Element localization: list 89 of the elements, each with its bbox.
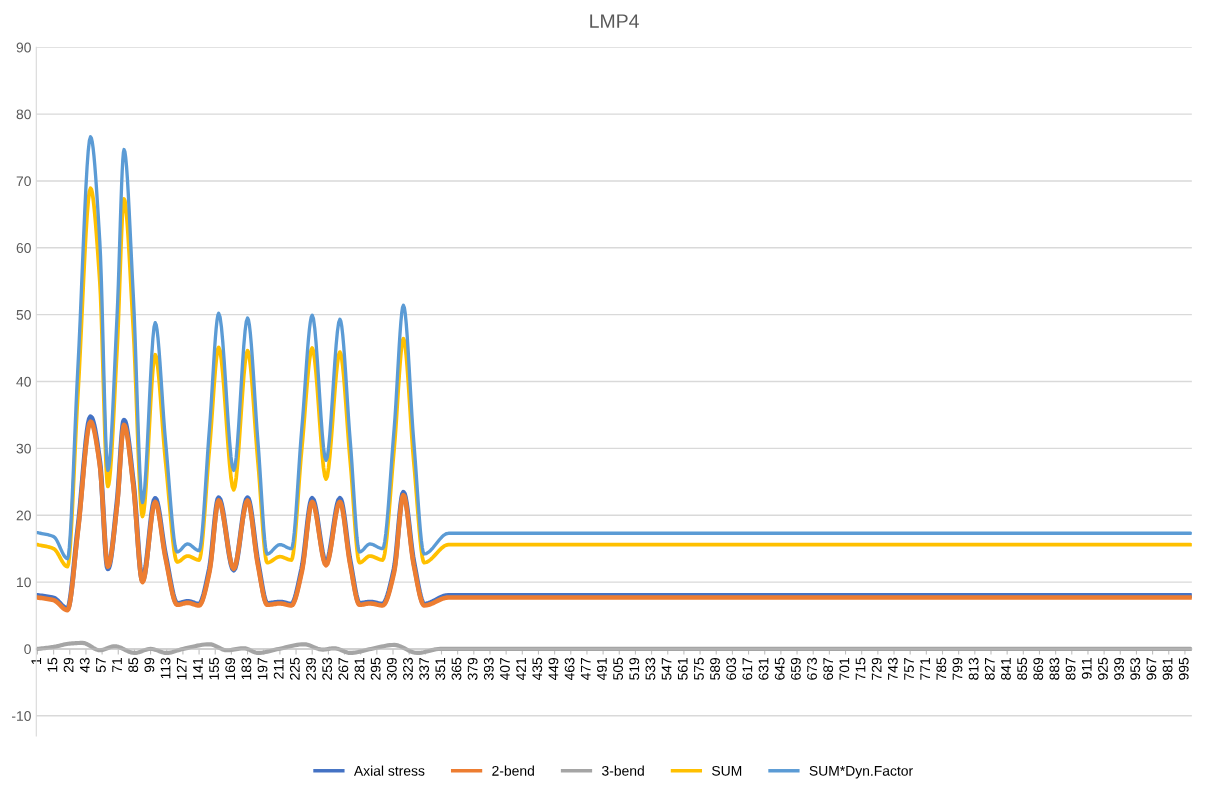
x-tick-label: 505 <box>613 657 623 680</box>
x-tick-label: 463 <box>564 657 575 681</box>
x-tick-label: 155 <box>209 657 219 680</box>
x-tick-label: 57 <box>96 657 106 673</box>
x-tick-label: 197 <box>257 657 268 680</box>
legend-label: SUM <box>712 765 742 776</box>
y-tick-label: 10 <box>17 577 31 588</box>
x-tick-label: 925 <box>1098 657 1108 680</box>
y-tick-label: 90 <box>16 42 31 53</box>
x-tick-label: 379 <box>467 657 478 680</box>
x-tick-label: 309 <box>386 657 397 680</box>
x-tick-label: 645 <box>774 657 785 680</box>
x-tick-label: 449 <box>548 657 559 681</box>
x-tick-label: 323 <box>403 657 413 680</box>
x-tick-label: 561 <box>677 657 688 680</box>
y-tick-label: 0 <box>24 644 31 655</box>
x-tick-label: 421 <box>516 657 526 681</box>
x-tick-label: 393 <box>483 657 494 680</box>
x-tick-label: 771 <box>920 657 930 680</box>
x-tick-label: 477 <box>580 657 591 681</box>
x-tick-label: 29 <box>63 657 74 673</box>
y-tick-label: -10 <box>11 711 31 721</box>
legend-label: 3-bend <box>602 765 644 776</box>
x-tick-label: 589 <box>710 657 720 680</box>
x-tick-label: 799 <box>952 657 963 680</box>
x-tick-label: 603 <box>726 657 737 680</box>
x-tick-label: 743 <box>887 657 898 680</box>
x-tick-label: 953 <box>1130 657 1141 680</box>
y-tick-label: 60 <box>16 243 31 253</box>
x-tick-label: 827 <box>984 657 995 680</box>
x-tick-label: 757 <box>904 657 914 680</box>
x-tick-label: 659 <box>790 657 801 680</box>
x-tick-label: 701 <box>839 657 850 680</box>
y-tick-label: 30 <box>16 443 31 454</box>
x-tick-label: 547 <box>661 657 672 680</box>
x-tick-label: 15 <box>47 657 58 672</box>
x-tick-label: 883 <box>1049 657 1060 680</box>
x-tick-label: 239 <box>306 657 316 680</box>
x-tick-label: 267 <box>338 657 349 680</box>
x-tick-label: 631 <box>758 657 769 680</box>
x-tick-label: 183 <box>241 657 252 680</box>
y-tick-label: 80 <box>16 109 31 120</box>
x-tick-label: 435 <box>532 657 543 681</box>
x-tick-label: 855 <box>1017 657 1028 680</box>
legend-label: 2-bend <box>492 765 534 776</box>
x-tick-label: 295 <box>370 657 381 680</box>
y-tick-label: 20 <box>16 510 31 521</box>
x-tick-label: 729 <box>871 657 882 680</box>
x-tick-label: 939 <box>1114 657 1125 680</box>
x-tick-label: 911 <box>1081 657 1092 679</box>
x-tick-label: 211 <box>273 657 284 679</box>
x-tick-label: 981 <box>1162 657 1173 680</box>
x-tick-label: 113 <box>160 657 171 679</box>
y-tick-label: 50 <box>16 309 31 320</box>
x-tick-label: 407 <box>500 657 510 681</box>
x-tick-label: 1 <box>31 657 42 664</box>
x-tick-label: 225 <box>289 657 300 680</box>
y-tick-label: 70 <box>16 176 31 187</box>
x-tick-label: 253 <box>322 657 333 680</box>
x-tick-label: 491 <box>597 657 607 681</box>
x-tick-label: 967 <box>1146 657 1157 680</box>
x-tick-label: 869 <box>1033 657 1044 680</box>
x-tick-label: 785 <box>936 657 947 680</box>
chart-title: LMP4 <box>590 14 639 28</box>
x-tick-label: 99 <box>144 657 155 673</box>
x-tick-label: 687 <box>823 657 834 680</box>
x-tick-label: 71 <box>112 657 122 672</box>
x-tick-label: 715 <box>855 657 866 680</box>
x-tick-label: 141 <box>193 657 203 680</box>
x-tick-label: 43 <box>79 657 90 673</box>
x-tick-label: 813 <box>968 657 979 680</box>
x-tick-label: 841 <box>1001 657 1011 680</box>
x-tick-label: 995 <box>1178 657 1189 680</box>
x-tick-label: 533 <box>645 657 656 680</box>
x-tick-label: 519 <box>629 657 640 680</box>
x-tick-label: 617 <box>742 657 753 680</box>
legend-label: Axial stress <box>353 765 425 776</box>
legend-label: SUM*Dyn.Factor <box>809 765 913 779</box>
x-tick-label: 127 <box>176 657 187 680</box>
x-tick-label: 365 <box>451 657 462 680</box>
x-tick-label: 281 <box>354 657 365 680</box>
x-tick-label: 575 <box>694 657 704 680</box>
x-tick-label: 169 <box>225 657 236 680</box>
y-tick-label: 40 <box>16 376 31 387</box>
x-tick-label: 897 <box>1065 657 1076 680</box>
x-tick-label: 85 <box>128 657 139 673</box>
x-tick-label: 337 <box>419 657 430 680</box>
x-tick-label: 351 <box>435 657 446 680</box>
x-tick-label: 673 <box>807 657 817 680</box>
